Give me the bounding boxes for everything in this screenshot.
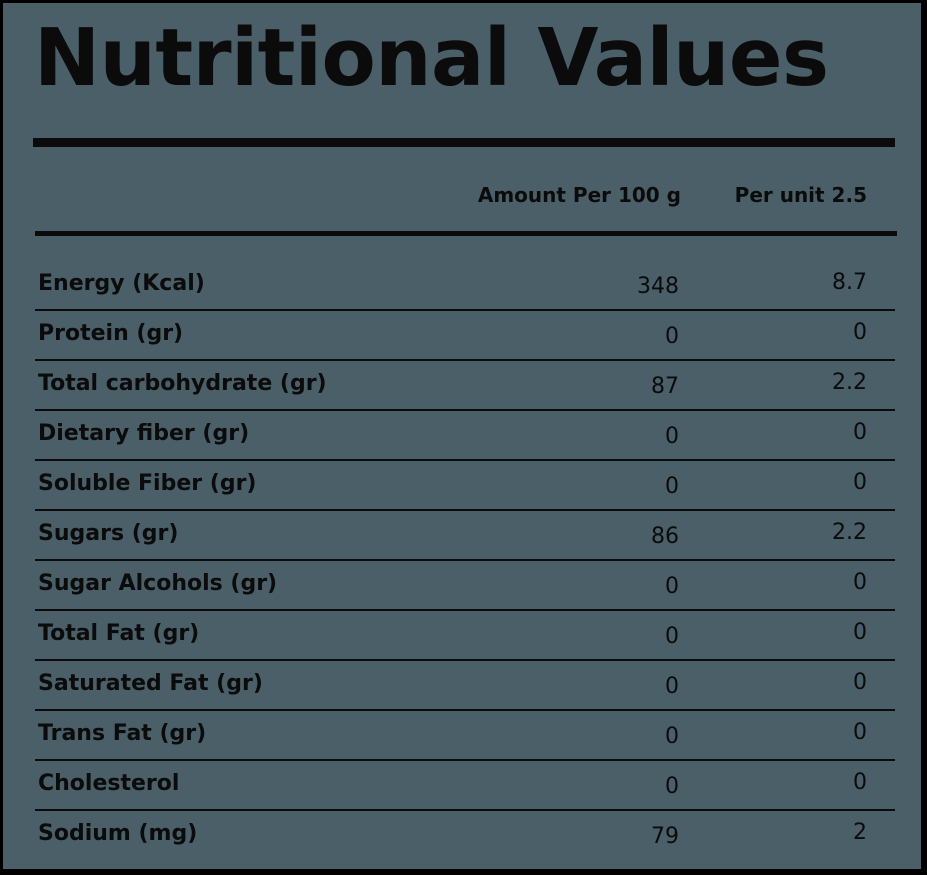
row-divider — [35, 659, 895, 661]
column-header-per-100g: Amount Per 100 g — [477, 183, 681, 207]
nutrient-label: Trans Fat (gr) — [38, 721, 207, 746]
value-per-unit: 0 — [853, 720, 867, 745]
table-row: Total Fat (gr) 0 0 — [3, 611, 921, 661]
title-divider — [33, 138, 895, 147]
value-per-unit: 0 — [853, 670, 867, 695]
value-per-unit: 2.2 — [832, 370, 867, 395]
row-divider — [35, 359, 895, 361]
value-per-unit: 2.2 — [832, 520, 867, 545]
table-row: Trans Fat (gr) 0 0 — [3, 711, 921, 761]
value-per-unit: 0 — [853, 570, 867, 595]
value-per-100g: 0 — [665, 624, 679, 649]
value-per-100g: 348 — [637, 274, 679, 299]
nutrient-label: Dietary fiber (gr) — [38, 421, 250, 446]
table-row: Energy (Kcal) 348 8.7 — [3, 261, 921, 311]
nutrition-panel: Nutritional Values Amount Per 100 g Per … — [3, 3, 921, 869]
value-per-100g: 87 — [651, 374, 679, 399]
value-per-100g: 0 — [665, 574, 679, 599]
table-row: Dietary fiber (gr) 0 0 — [3, 411, 921, 461]
value-per-100g: 0 — [665, 674, 679, 699]
value-per-unit: 0 — [853, 620, 867, 645]
value-per-unit: 0 — [853, 770, 867, 795]
value-per-100g: 0 — [665, 724, 679, 749]
header-divider — [35, 231, 897, 236]
table-row: Cholesterol 0 0 — [3, 761, 921, 811]
value-per-100g: 0 — [665, 424, 679, 449]
nutrition-table: Energy (Kcal) 348 8.7 Protein (gr) 0 0 T… — [3, 261, 921, 861]
value-per-unit: 2 — [853, 820, 867, 845]
column-header-per-unit: Per unit 2.5 — [734, 183, 867, 207]
value-per-100g: 86 — [651, 524, 679, 549]
nutrient-label: Saturated Fat (gr) — [38, 671, 263, 696]
value-per-unit: 0 — [853, 320, 867, 345]
row-divider — [35, 509, 895, 511]
value-per-unit: 0 — [853, 470, 867, 495]
value-per-100g: 79 — [651, 824, 679, 849]
table-row: Total carbohydrate (gr) 87 2.2 — [3, 361, 921, 411]
page-title: Nutritional Values — [34, 12, 829, 104]
nutrient-label: Energy (Kcal) — [38, 271, 205, 296]
value-per-unit: 8.7 — [832, 270, 867, 295]
row-divider — [35, 309, 895, 311]
row-divider — [35, 809, 895, 811]
table-row: Sugar Alcohols (gr) 0 0 — [3, 561, 921, 611]
table-row: Sugars (gr) 86 2.2 — [3, 511, 921, 561]
table-row: Sodium (mg) 79 2 — [3, 811, 921, 861]
nutrient-label: Sugars (gr) — [38, 521, 179, 546]
nutrient-label: Soluble Fiber (gr) — [38, 471, 257, 496]
value-per-unit: 0 — [853, 420, 867, 445]
row-divider — [35, 709, 895, 711]
nutrient-label: Protein (gr) — [38, 321, 184, 346]
value-per-100g: 0 — [665, 474, 679, 499]
row-divider — [35, 759, 895, 761]
value-per-100g: 0 — [665, 774, 679, 799]
table-row: Soluble Fiber (gr) 0 0 — [3, 461, 921, 511]
nutrient-label: Cholesterol — [38, 771, 180, 796]
row-divider — [35, 409, 895, 411]
value-per-100g: 0 — [665, 324, 679, 349]
row-divider — [35, 459, 895, 461]
nutrient-label: Total carbohydrate (gr) — [38, 371, 327, 396]
row-divider — [35, 559, 895, 561]
table-row: Protein (gr) 0 0 — [3, 311, 921, 361]
nutrient-label: Sugar Alcohols (gr) — [38, 571, 278, 596]
row-divider — [35, 609, 895, 611]
table-row: Saturated Fat (gr) 0 0 — [3, 661, 921, 711]
nutrient-label: Total Fat (gr) — [38, 621, 200, 646]
nutrient-label: Sodium (mg) — [38, 821, 198, 846]
